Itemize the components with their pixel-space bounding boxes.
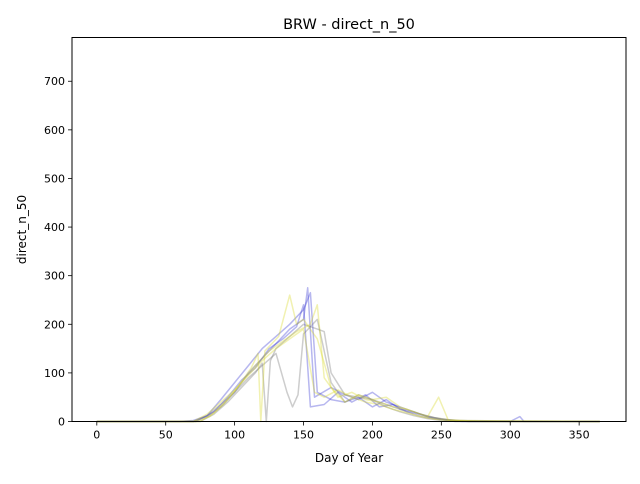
series-line-4 [96,323,600,423]
y-tick-label: 600 [44,124,65,137]
x-tick-label: 100 [224,429,245,442]
x-axis-label: Day of Year [315,451,383,465]
series-line-5 [96,318,600,423]
x-tick-label: 150 [293,429,314,442]
y-tick-label: 300 [44,270,65,283]
series-line-7 [96,304,600,423]
x-tick-label: 50 [159,429,173,442]
y-tick-label: 500 [44,172,65,185]
chart-title: BRW - direct_n_50 [283,17,415,33]
series-line-2 [96,287,600,423]
series-line-3 [96,304,600,423]
x-tick-label: 200 [362,429,383,442]
x-tick-label: 250 [431,429,452,442]
y-axis-label: direct_n_50 [15,195,29,264]
x-tick-label: 300 [500,429,521,442]
x-tick-label: 350 [569,429,590,442]
y-tick-label: 100 [44,367,65,380]
y-tick-label: 200 [44,318,65,331]
plot-frame [71,37,627,422]
x-tick-label: 0 [93,429,100,442]
y-tick-label: 700 [44,75,65,88]
x-axis: 0 50 100 150 200 250 300 350 [93,421,590,442]
series-line-8 [96,328,600,423]
series-layer [96,287,600,423]
series-line-6 [96,294,600,423]
y-tick-label: 0 [58,416,65,429]
y-axis: 0 100 200 300 400 500 600 700 [44,75,72,429]
y-tick-label: 400 [44,221,65,234]
